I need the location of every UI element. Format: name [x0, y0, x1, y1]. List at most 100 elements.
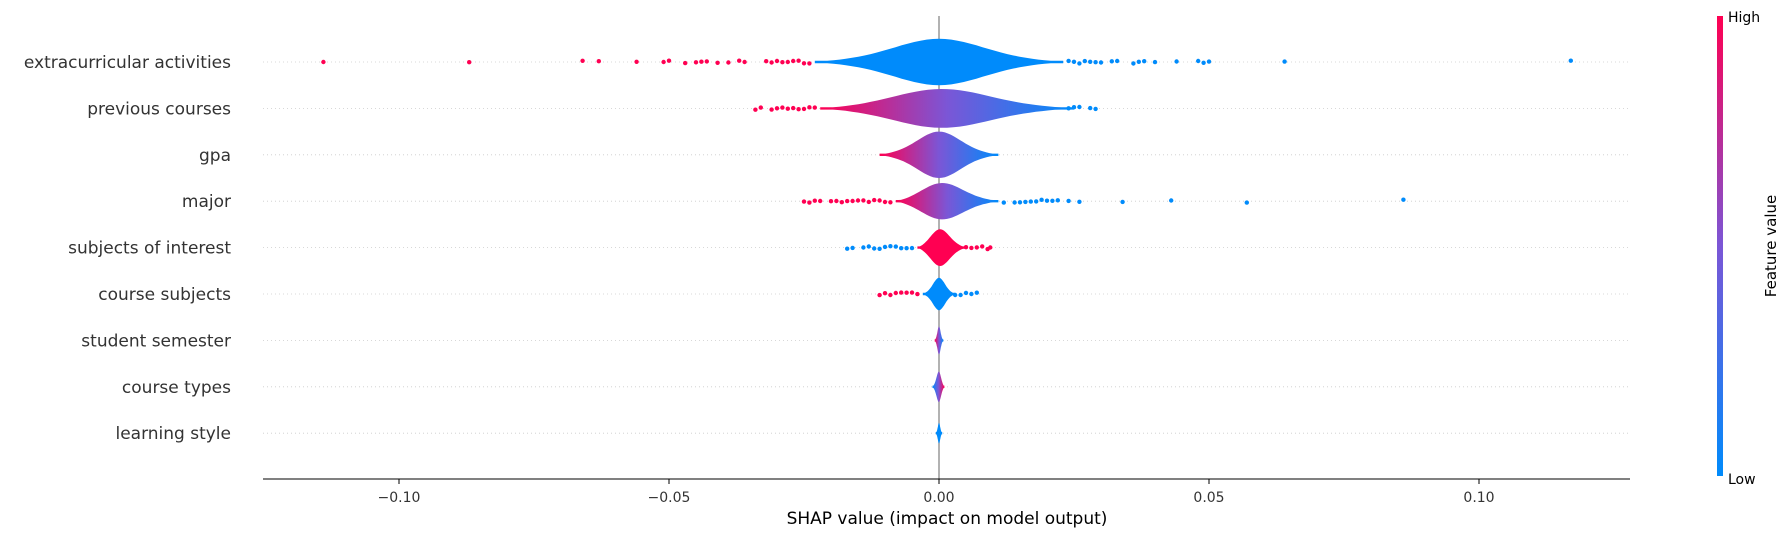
feature-label: previous courses	[87, 99, 231, 119]
data-point	[839, 200, 844, 205]
violin-shape	[935, 423, 943, 444]
data-point	[321, 59, 326, 65]
data-point	[1244, 200, 1250, 205]
data-point	[1098, 60, 1104, 65]
feature-rows: extracurricular activities previous cours…	[24, 53, 1630, 444]
data-point	[1201, 60, 1206, 65]
data-point	[904, 246, 909, 251]
data-point	[1282, 59, 1287, 64]
data-point	[1152, 59, 1158, 65]
x-axis-title: SHAP value (impact on model output)	[787, 509, 1108, 529]
data-point	[980, 244, 985, 249]
data-point	[845, 198, 850, 204]
data-point	[1115, 58, 1120, 64]
data-point	[1028, 199, 1034, 204]
data-point	[893, 244, 898, 249]
data-point	[974, 245, 979, 250]
data-point	[753, 107, 758, 112]
data-point	[850, 198, 855, 204]
colorbar-title: Feature value	[1762, 195, 1780, 297]
data-point	[596, 59, 601, 64]
data-point	[1136, 59, 1142, 64]
data-point	[1034, 199, 1039, 204]
violin-shape	[814, 38, 1064, 86]
data-point	[785, 106, 790, 111]
data-point	[888, 200, 893, 205]
data-point	[882, 244, 888, 250]
feature-label: major	[182, 192, 231, 212]
data-point	[872, 246, 877, 251]
data-point	[683, 60, 688, 66]
data-point	[1077, 199, 1082, 204]
data-point	[580, 58, 585, 63]
data-point	[1093, 106, 1098, 112]
data-point	[1401, 197, 1406, 202]
data-point	[1071, 59, 1077, 64]
feature-label: learning style	[115, 424, 231, 444]
data-point	[1012, 200, 1017, 205]
data-point	[834, 198, 839, 204]
data-point	[807, 61, 812, 66]
data-point	[801, 61, 807, 66]
data-point	[1050, 198, 1055, 203]
data-point	[1066, 198, 1071, 204]
data-point	[1044, 198, 1050, 203]
violin-shape	[879, 131, 999, 178]
data-point	[845, 246, 850, 251]
colorbar: High Low Feature value	[1717, 10, 1780, 488]
data-point	[915, 291, 920, 297]
data-point	[774, 58, 780, 64]
colorbar-low-label: Low	[1728, 472, 1756, 488]
data-point	[1093, 60, 1098, 65]
data-point	[1001, 200, 1006, 205]
data-point	[1131, 61, 1136, 66]
data-point	[661, 59, 666, 65]
scatter-points	[321, 58, 1574, 298]
x-tick-label: −0.10	[378, 490, 421, 506]
colorbar-gradient	[1717, 16, 1723, 476]
data-point	[726, 60, 731, 65]
x-tick-label: 0.00	[923, 490, 954, 506]
data-point	[796, 107, 801, 112]
data-point	[861, 198, 866, 203]
data-point	[1169, 198, 1174, 203]
data-point	[1066, 58, 1071, 64]
data-point	[899, 290, 904, 295]
feature-label: extracurricular activities	[24, 53, 231, 73]
data-point	[904, 290, 909, 295]
data-point	[888, 292, 893, 298]
data-point	[807, 200, 812, 205]
data-point	[1568, 58, 1574, 63]
data-point	[866, 199, 871, 205]
data-point	[893, 290, 898, 296]
data-point	[882, 199, 888, 205]
data-point	[769, 107, 774, 112]
data-point	[774, 106, 780, 111]
colorbar-high-label: High	[1728, 10, 1760, 26]
data-point	[1088, 59, 1093, 64]
data-point	[801, 199, 807, 204]
data-point	[769, 60, 774, 65]
data-point	[1071, 105, 1077, 110]
data-point	[704, 59, 709, 64]
data-point	[1196, 58, 1201, 64]
data-point	[877, 246, 882, 251]
data-point	[866, 244, 871, 249]
data-point	[1120, 199, 1125, 205]
data-point	[764, 59, 769, 64]
data-point	[1174, 59, 1179, 64]
x-tick-label: −0.05	[648, 490, 691, 506]
violin-shape	[917, 229, 966, 266]
data-point	[850, 245, 855, 251]
data-point	[1066, 106, 1071, 111]
data-point	[699, 59, 704, 64]
data-point	[737, 58, 742, 63]
data-point	[974, 290, 979, 295]
data-point	[818, 198, 823, 204]
data-point	[1055, 198, 1061, 203]
data-point	[958, 292, 963, 298]
data-point	[1142, 59, 1147, 64]
feature-label: course subjects	[98, 285, 231, 305]
data-point	[1017, 200, 1023, 205]
data-point	[742, 59, 747, 65]
